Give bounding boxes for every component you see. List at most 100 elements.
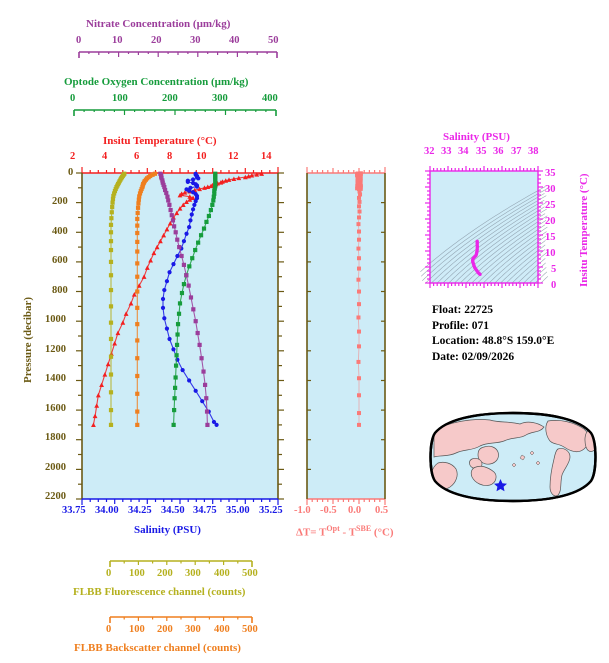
ts-salinity-tick: 38	[528, 146, 539, 157]
nitrate-axis-line	[78, 51, 282, 61]
pressure-tick: 1200	[45, 344, 66, 355]
delta-temperature-points	[307, 173, 385, 499]
fluorescence-tick: 200	[157, 568, 173, 579]
fluorescence-axis-title: FLBB Fluorescence channel (counts)	[73, 586, 245, 598]
ts-temperature-tick: 10	[545, 248, 556, 259]
float-metadata: Float: 22725 Profile: 071 Location: 48.8…	[432, 303, 554, 365]
ts-temperature-tick: 5	[551, 264, 556, 275]
pressure-tick: 2000	[45, 462, 66, 473]
temperature-tick: 14	[261, 151, 272, 162]
ts-salinity-tick: 36	[493, 146, 504, 157]
temperature-tick: 10	[196, 151, 207, 162]
delta-t-tick: -1.0	[294, 505, 311, 516]
salinity-tick: 34.50	[161, 505, 185, 516]
salinity-axis-title: Salinity (PSU)	[134, 524, 201, 536]
delta-t-title-mid: - T	[340, 527, 356, 539]
backscatter-tick: 500	[242, 624, 258, 635]
ts-salinity-tick: 37	[511, 146, 522, 157]
salinity-tick: 34.00	[95, 505, 119, 516]
delta-t-title-pre: ΔT= T	[296, 527, 326, 539]
fluorescence-tick: 500	[242, 568, 258, 579]
oxygen-tick: 400	[262, 93, 278, 104]
delta-t-tick: 0.0	[348, 505, 361, 516]
fluorescence-tick: 100	[129, 568, 145, 579]
pressure-tick: 1800	[45, 432, 66, 443]
pressure-tick: 0	[68, 167, 73, 178]
delta-temperature-axis-title: ΔT= TOpt - TSBE (°C)	[296, 524, 394, 539]
profile-label: Profile:	[432, 320, 469, 332]
delta-t-tick: 0.5	[375, 505, 388, 516]
metadata-location-row: Location: 48.8°S 159.0°E	[432, 334, 554, 350]
pressure-axis-title: Pressure (decibar)	[22, 297, 34, 383]
pressure-tick: 1600	[45, 403, 66, 414]
salinity-tick: 34.25	[128, 505, 152, 516]
pressure-tick: 1000	[45, 314, 66, 325]
backscatter-tick: 0	[106, 624, 111, 635]
metadata-date-row: Date: 02/09/2026	[432, 350, 554, 366]
backscatter-tick: 300	[185, 624, 201, 635]
oxygen-tick: 100	[112, 93, 128, 104]
ts-temperature-tick: 35	[545, 168, 556, 179]
oxygen-tick: 0	[70, 93, 75, 104]
temperature-tick: 2	[70, 151, 75, 162]
oxygen-tick: 200	[162, 93, 178, 104]
pressure-tick: 800	[52, 285, 68, 296]
fluorescence-tick: 400	[214, 568, 230, 579]
backscatter-tick: 200	[157, 624, 173, 635]
salinity-tick: 34.75	[193, 505, 217, 516]
delta-t-title-sup-opt: Opt	[326, 524, 339, 533]
salinity-tick: 33.75	[62, 505, 86, 516]
date-label: Date:	[432, 351, 459, 363]
ts-salinity-tick: 35	[476, 146, 487, 157]
nitrate-tick: 40	[229, 35, 240, 46]
ts-temperature-tick: 25	[545, 200, 556, 211]
main-profile-traces	[82, 173, 278, 499]
delta-t-title-sup-sbe: SBE	[356, 524, 371, 533]
nitrate-tick: 0	[76, 35, 81, 46]
pressure-tick: 200	[52, 196, 68, 207]
ts-temperature-tick: 20	[545, 216, 556, 227]
ts-temperature-tick: 0	[551, 280, 556, 291]
metadata-float-row: Float: 22725	[432, 303, 554, 319]
salinity-tick: 35.25	[259, 505, 283, 516]
ts-temperature-axis-title: Insitu Temperature (°C)	[578, 173, 590, 287]
ts-temperature-tick: 15	[545, 232, 556, 243]
backscatter-axis-title: FLBB Backscatter channel (counts)	[74, 642, 241, 654]
backscatter-tick: 400	[214, 624, 230, 635]
profile-value: 071	[472, 320, 489, 332]
location-value: 48.8°S 159.0°E	[482, 335, 554, 347]
backscatter-tick: 100	[129, 624, 145, 635]
nitrate-tick: 50	[268, 35, 279, 46]
ts-frame-ticks	[425, 166, 543, 288]
ts-salinity-tick: 34	[458, 146, 469, 157]
delta-t-title-post: (°C)	[371, 527, 393, 539]
date-value: 02/09/2026	[462, 351, 514, 363]
ts-salinity-tick: 32	[424, 146, 435, 157]
temperature-axis-title: Insitu Temperature (°C)	[103, 135, 217, 147]
pressure-tick: 1400	[45, 373, 66, 384]
nitrate-tick: 10	[112, 35, 123, 46]
nitrate-tick: 30	[190, 35, 201, 46]
oxygen-tick: 300	[212, 93, 228, 104]
salinity-tick: 35.00	[226, 505, 250, 516]
pressure-tick: 400	[52, 226, 68, 237]
delta-t-tick: -0.5	[320, 505, 337, 516]
temperature-tick: 8	[167, 151, 172, 162]
location-label: Location:	[432, 335, 479, 347]
fluorescence-tick: 300	[185, 568, 201, 579]
ts-salinity-tick: 33	[441, 146, 452, 157]
float-label: Float:	[432, 304, 461, 316]
ts-salinity-axis-title: Salinity (PSU)	[443, 131, 510, 143]
ts-temperature-tick: 30	[545, 184, 556, 195]
ts-diagram-frame	[424, 165, 546, 291]
float-value: 22725	[464, 304, 493, 316]
oxygen-axis-title: Optode Oxygen Concentration (µm/kg)	[64, 76, 248, 88]
nitrate-axis-title: Nitrate Concentration (µm/kg)	[86, 18, 230, 30]
temperature-tick: 12	[228, 151, 239, 162]
fluorescence-tick: 0	[106, 568, 111, 579]
pressure-tick: 2200	[45, 491, 66, 502]
world-location-map[interactable]	[428, 411, 598, 503]
temperature-tick: 6	[134, 151, 139, 162]
oxygen-axis-line	[73, 109, 283, 119]
metadata-profile-row: Profile: 071	[432, 319, 554, 335]
